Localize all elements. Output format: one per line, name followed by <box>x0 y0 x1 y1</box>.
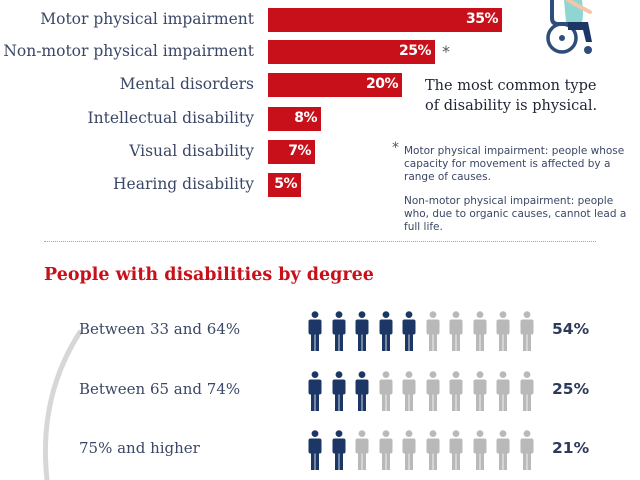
note-nonmotor: Non-motor physical impairment: people wh… <box>404 195 627 233</box>
bar-value-label: 20% <box>365 76 399 92</box>
callout-text: The most common type of disability is ph… <box>425 76 625 116</box>
section-divider <box>44 241 596 242</box>
callout-line-2: of disability is physical. <box>425 98 598 114</box>
bar: 25% <box>268 40 435 64</box>
bar: 20% <box>268 73 402 97</box>
person-icon-empty <box>496 430 510 470</box>
bar-category-label: Visual disability <box>129 142 254 160</box>
person-icon-empty <box>520 311 534 351</box>
bar-category-label: Non-motor physical impairment <box>3 42 254 60</box>
person-icon-filled <box>332 430 346 470</box>
section-title: People with disabilities by degree <box>44 265 374 285</box>
bar-category-label: Intellectual disability <box>87 109 254 127</box>
person-icon-empty <box>473 430 487 470</box>
person-icon-empty <box>496 371 510 411</box>
person-icon-empty <box>473 371 487 411</box>
person-icon-empty <box>449 311 463 351</box>
person-icon-filled <box>308 430 322 470</box>
person-icon-filled <box>379 311 393 351</box>
footnote-asterisk: * <box>442 42 450 61</box>
bar: 5% <box>268 173 301 197</box>
person-icon-empty <box>449 371 463 411</box>
person-icon-filled <box>332 371 346 411</box>
person-icon-filled <box>332 311 346 351</box>
degree-percent: 25% <box>552 380 590 398</box>
bar-category-label: Motor physical impairment <box>40 10 254 28</box>
person-icon-empty <box>379 430 393 470</box>
bar-value-label: 8% <box>294 110 317 126</box>
degree-label: Between 65 and 74% <box>79 380 241 398</box>
bar-category-label: Hearing disability <box>113 175 254 193</box>
person-icon-empty <box>402 430 416 470</box>
person-icon-filled <box>402 311 416 351</box>
person-icon-empty <box>473 311 487 351</box>
bar: 8% <box>268 107 321 131</box>
callout-line-1: The most common type <box>425 78 597 94</box>
person-icon-empty <box>379 371 393 411</box>
bar-value-label: 7% <box>288 143 311 159</box>
bar: 35% <box>268 8 502 32</box>
person-icon-filled <box>355 371 369 411</box>
note-motor: Motor physical impairment: people whose … <box>404 145 625 183</box>
wheelchair-user-icon <box>546 0 592 54</box>
decorative-arc <box>42 330 83 480</box>
person-icon-filled <box>308 311 322 351</box>
person-icon-filled <box>355 311 369 351</box>
bar-value-label: 5% <box>274 176 297 192</box>
degree-label: 75% and higher <box>79 439 200 457</box>
person-icon-empty <box>426 311 440 351</box>
bar-value-label: 25% <box>398 43 432 59</box>
person-icon-empty <box>449 430 463 470</box>
note-asterisk: * <box>392 140 399 156</box>
person-icon-empty <box>520 430 534 470</box>
person-icon-empty <box>355 430 369 470</box>
person-icon-empty <box>520 371 534 411</box>
person-icon-empty <box>496 311 510 351</box>
bar: 7% <box>268 140 315 164</box>
person-icon-empty <box>426 371 440 411</box>
degree-percent: 21% <box>552 439 590 457</box>
person-icon-empty <box>426 430 440 470</box>
bar-value-label: 35% <box>465 11 499 27</box>
person-icon-empty <box>402 371 416 411</box>
person-icon-filled <box>308 371 322 411</box>
degree-label: Between 33 and 64% <box>79 320 241 338</box>
bar-category-label: Mental disorders <box>119 75 254 93</box>
degree-percent: 54% <box>552 320 590 338</box>
